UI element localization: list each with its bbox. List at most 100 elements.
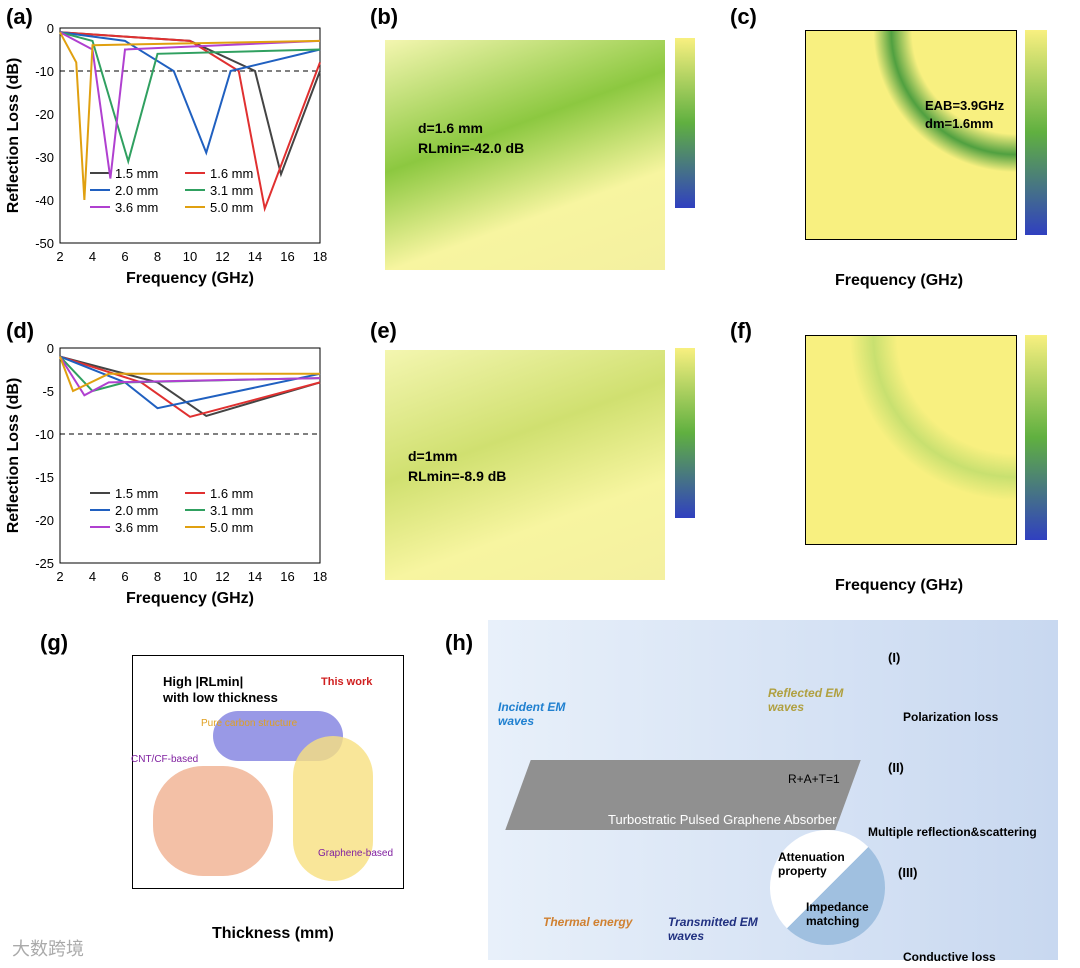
x-tick: 12 [215,569,229,584]
legend-label: 1.6 mm [210,166,253,181]
legend-label: 2.0 mm [115,503,158,518]
legend-label: 1.5 mm [115,486,158,501]
x-tick: 6 [121,569,128,584]
label-h: (h) [445,630,474,655]
y-tick: -50 [35,236,54,251]
x-tick: 2 [56,569,63,584]
g-pure: Pure carbon structure [201,718,298,729]
watermark: 大数跨境 [12,939,84,959]
h-incident: Incident EM waves [498,700,566,728]
h-multi: Multiple reflection&scattering [868,825,1037,839]
h-rat: R+A+T=1 [788,772,840,786]
h-thermal: Thermal energy [543,915,633,929]
series-line [59,31,321,165]
legend-label: 3.6 mm [115,520,158,535]
label-g: (g) [40,630,69,655]
graphene-region [293,736,373,881]
colorbar-c [1025,30,1047,235]
label-f: (f) [730,318,752,343]
y-label: Reflection Loss (dB) [5,378,22,534]
series-line [59,31,321,213]
b-d: d=1.6 mm [418,120,483,136]
e-rl: RLmin=-8.9 dB [408,468,507,484]
colorbar-e [675,348,695,518]
legend-label: 3.1 mm [210,183,253,198]
x-tick: 10 [183,569,197,584]
plot-frame [59,27,321,244]
c-xlabel: Frequency (GHz) [835,272,964,289]
g-xlabel: Thickness (mm) [212,925,334,942]
y-label: Reflection Loss (dB) [5,58,22,214]
y-tick: -5 [42,384,54,399]
g-thiswork: This work [321,676,373,688]
yin-yang [770,830,885,945]
h-absorber: Turbostratic Pulsed Graphene Absorber [608,812,837,827]
chart-a: 2 4 6 8 10 12 14 16 18 0 -10 -20 -30 -40 -50 Frequency … [5,21,327,287]
legend-label: 1.5 mm [115,166,158,181]
series-line [59,31,321,179]
h-transmitted: Transmitted EM waves [668,915,758,943]
x-tick: 8 [154,569,161,584]
colorbar-f [1025,335,1047,540]
surface-b [385,40,665,270]
h-attenuation: Attenuation property [778,850,845,878]
colorbar-b [675,38,695,208]
series-line [59,356,321,397]
y-tick: -30 [35,150,54,165]
h-i: (I) [888,650,901,665]
x-label: Frequency (GHz) [126,590,254,607]
h-ii: (II) [888,760,904,775]
h-reflected: Reflected EM waves [768,686,844,714]
y-tick: 0 [47,21,54,36]
x-tick: 4 [89,249,96,264]
h-conductive: Conductive loss [903,950,996,964]
heatmap-f [805,335,1017,545]
schematic-h: Turbostratic Pulsed Graphene Absorber R+… [488,620,1058,964]
x-tick: 10 [183,249,197,264]
series-line [59,356,320,393]
x-tick: 12 [215,249,229,264]
g-high: High |RLmin| [163,674,244,689]
g-cnt: CNT/CF-based [131,754,199,765]
heatmap-c [805,30,1017,240]
label-b: (b) [370,4,399,29]
y-tick: -10 [35,427,54,442]
x-tick: 16 [280,569,294,584]
label-d: (d) [6,318,35,343]
legend-label: 5.0 mm [210,520,253,535]
label-c: (c) [730,4,757,29]
label-a: (a) [6,4,33,29]
h-polar: Polarization loss [903,710,999,724]
f-xlabel: Frequency (GHz) [835,577,964,594]
series-line [59,355,321,418]
g-low: with low thickness [163,690,278,705]
legend-label: 5.0 mm [210,200,253,215]
y-tick: 0 [47,341,54,356]
x-tick: 2 [56,249,63,264]
legend-label: 3.1 mm [210,503,253,518]
c-dm: dm=1.6mm [925,116,994,131]
x-tick: 18 [313,249,327,264]
x-tick: 14 [248,249,262,264]
x-tick: 8 [154,249,161,264]
series-line [59,31,321,201]
h-impedance: Impedance matching [806,900,869,928]
x-tick: 4 [89,569,96,584]
cnt-region [153,766,273,876]
y-tick: -20 [35,107,54,122]
series-line [59,355,321,418]
legend-label: 2.0 mm [115,183,158,198]
e-d: d=1mm [408,448,458,464]
plot-frame [59,347,321,564]
y-tick: -15 [35,470,54,485]
h-iii: (III) [898,865,918,880]
x-tick: 6 [121,249,128,264]
chart-d: 2 4 6 8 10 12 14 16 18 0 -5 -10 -15 -20 -25 Frequency (… [5,341,327,607]
series-line [59,355,321,410]
b-rl: RLmin=-42.0 dB [418,140,525,156]
series-line [59,31,321,156]
x-tick: 16 [280,249,294,264]
plot-g: High |RLmin| with low thickness This wor… [131,655,404,889]
y-tick: -20 [35,513,54,528]
y-tick: -40 [35,193,54,208]
